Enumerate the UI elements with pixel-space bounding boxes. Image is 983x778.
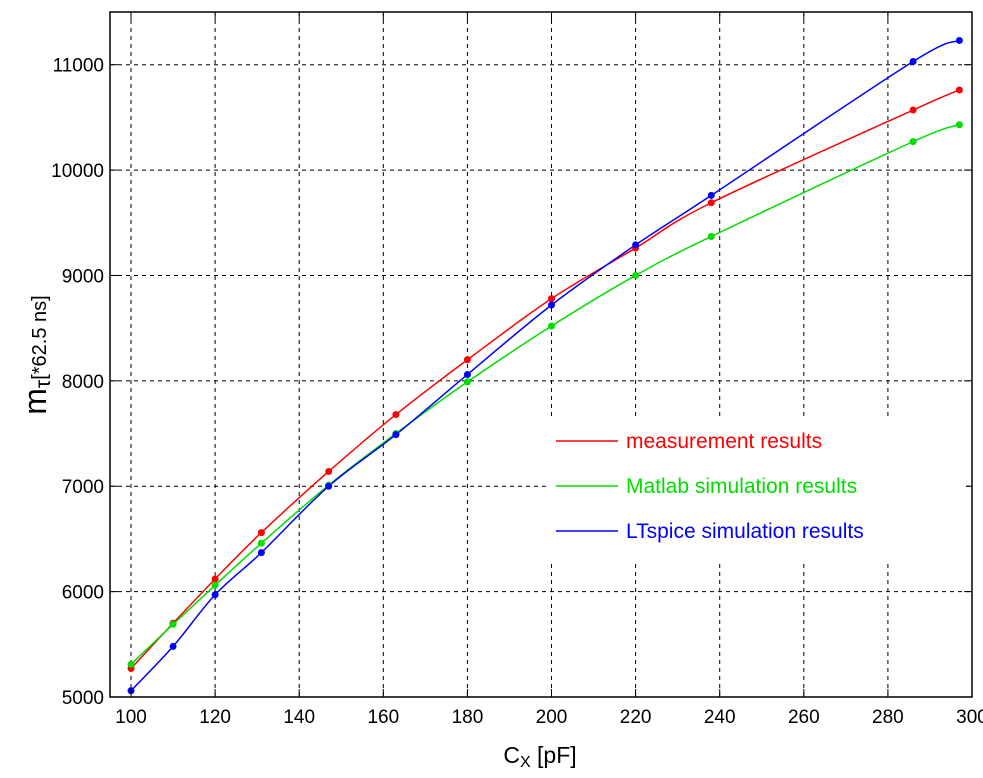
data-point-series-0 <box>707 199 715 207</box>
data-point-series-0 <box>463 356 471 364</box>
x-axis-title-main: C <box>503 742 520 768</box>
y-tick-label: 6000 <box>62 583 104 604</box>
data-point-series-1 <box>127 660 135 668</box>
x-axis-title: CX [pF] <box>503 742 576 771</box>
legend-box <box>548 418 966 562</box>
data-point-series-1 <box>463 378 471 386</box>
x-tick-label: 240 <box>704 707 736 728</box>
x-tick-label: 260 <box>788 707 820 728</box>
data-point-series-2 <box>463 371 471 379</box>
data-point-series-0 <box>211 575 219 583</box>
data-point-series-2 <box>392 431 400 439</box>
y-tick-label: 10000 <box>51 161 104 182</box>
y-tick-label: 11000 <box>53 56 104 77</box>
data-point-series-2 <box>707 191 715 199</box>
tick-marks <box>110 12 973 698</box>
x-tick-label: 200 <box>536 707 568 728</box>
legend: measurement results Matlab simulation re… <box>548 418 966 562</box>
data-point-series-2 <box>955 36 963 44</box>
data-point-series-0 <box>548 295 556 303</box>
y-tick-label: 7000 <box>62 477 104 498</box>
data-point-series-2 <box>548 301 556 309</box>
plot-area <box>110 12 972 697</box>
data-point-series-2 <box>257 549 265 557</box>
x-tick-label: 140 <box>283 707 315 728</box>
x-axis-title-sub: X <box>520 754 531 771</box>
data-point-series-0 <box>325 467 333 475</box>
x-tick-label: 180 <box>452 707 484 728</box>
legend-label-measurement: measurement results <box>626 430 822 453</box>
data-point-series-0 <box>257 529 265 537</box>
x-tick-label: 100 <box>115 707 147 728</box>
plot-frame <box>109 11 973 698</box>
data-point-series-1 <box>707 232 715 240</box>
x-tick-label: 220 <box>620 707 652 728</box>
y-tick-label: 8000 <box>62 372 104 393</box>
data-point-series-0 <box>909 106 917 114</box>
data-point-series-1 <box>909 138 917 146</box>
data-point-series-1 <box>169 620 177 628</box>
y-axis-title-sub: τ <box>32 379 55 388</box>
data-point-series-2 <box>325 482 333 490</box>
data-point-series-1 <box>257 539 265 547</box>
x-tick-label: 300 <box>956 707 983 728</box>
series-line-0 <box>130 89 960 670</box>
y-tick-labels: 5000 6000 7000 8000 9000 10000 11000 <box>51 56 104 709</box>
data-point-series-2 <box>632 241 640 249</box>
x-tick-labels: 100 120 140 160 180 200 220 240 260 280 300 <box>115 707 983 728</box>
data-point-series-2 <box>169 642 177 650</box>
data-point-series-1 <box>955 121 963 129</box>
data-point-series-1 <box>632 271 640 279</box>
data-point-series-0 <box>955 86 963 94</box>
series-points <box>127 36 963 695</box>
x-axis-title-unit: [pF] <box>531 742 577 768</box>
data-point-series-1 <box>211 581 219 589</box>
y-axis-title-main: m <box>17 388 53 415</box>
y-tick-label: 9000 <box>62 266 104 287</box>
data-point-series-2 <box>909 58 917 66</box>
x-tick-label: 160 <box>367 707 399 728</box>
y-axis-title-unit: [*62.5 ns] <box>29 295 51 380</box>
legend-label-matlab: Matlab simulation results <box>626 475 857 498</box>
y-axis-title: mτ[*62.5 ns] <box>17 295 55 414</box>
x-tick-label: 280 <box>872 707 904 728</box>
y-tick-label: 5000 <box>62 688 104 709</box>
data-point-series-1 <box>548 322 556 330</box>
data-point-series-2 <box>211 591 219 599</box>
legend-label-ltspice: LTspice simulation results <box>626 520 864 543</box>
data-point-series-0 <box>392 411 400 419</box>
x-tick-label: 120 <box>199 707 231 728</box>
